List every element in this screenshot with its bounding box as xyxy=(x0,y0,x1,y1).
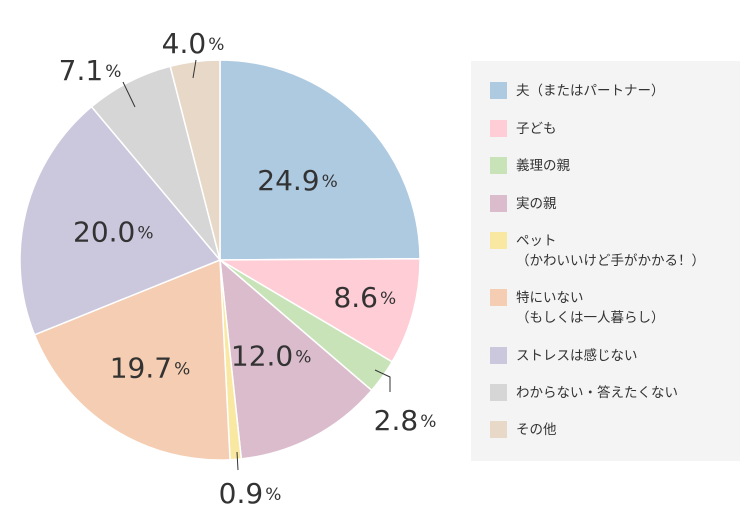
slice-value-label: 12.0% xyxy=(231,339,312,372)
legend-label: その他 xyxy=(516,422,557,438)
legend-item: 義理の親 xyxy=(471,156,570,176)
legend-swatch xyxy=(490,120,507,137)
legend-swatch xyxy=(490,232,507,249)
pie-slice xyxy=(219,258,373,460)
slice-value-label: 0.9% xyxy=(219,477,282,510)
legend-swatch xyxy=(490,347,507,364)
legend-label: わからない・答えたくない xyxy=(516,385,678,401)
legend-label: 子ども xyxy=(516,121,557,137)
legend-swatch xyxy=(490,384,507,401)
legend: 夫（またはパートナー） 子ども義理の親実の親ペット （かわいいけど手がかかる！） 特… xyxy=(471,61,740,461)
legend-label: ストレスは感じない xyxy=(516,348,638,364)
leader-line xyxy=(374,369,391,392)
legend-item: 子ども xyxy=(471,119,557,139)
slice-value-label: 20.0% xyxy=(73,215,154,248)
legend-label: 夫（またはパートナー） xyxy=(516,83,665,99)
legend-swatch xyxy=(490,195,507,212)
legend-swatch xyxy=(490,82,507,99)
legend-swatch xyxy=(490,157,507,174)
legend-label: 特にいない （もしくは一人暮らし） xyxy=(516,290,665,326)
pie-slice xyxy=(217,257,421,363)
legend-swatch xyxy=(490,289,507,306)
pie-slice xyxy=(33,258,231,461)
legend-item: 実の親 xyxy=(471,194,557,214)
slice-value-label: 24.9% xyxy=(257,164,338,197)
legend-swatch xyxy=(490,421,507,438)
legend-label: 義理の親 xyxy=(516,158,570,174)
pie-slice xyxy=(219,59,421,261)
slice-value-label: 19.7% xyxy=(110,352,191,385)
slice-value-label: 7.1% xyxy=(59,54,122,87)
legend-item: ストレスは感じない xyxy=(471,346,638,366)
legend-item: その他 xyxy=(471,420,557,440)
slice-value-label: 2.8% xyxy=(374,404,437,437)
legend-item: 特にいない （もしくは一人暮らし） xyxy=(471,288,665,328)
leader-line xyxy=(236,451,239,471)
slice-value-label: 4.0% xyxy=(162,27,225,60)
legend-item: 夫（またはパートナー） xyxy=(471,81,665,101)
pie-chart: 24.9 % 8.6 % 2.8 % 12.0 % 0.9 % 19.7 % 20.0 % 7.1 % 4.0% xyxy=(19,27,437,510)
legend-label: 実の親 xyxy=(516,196,557,212)
slice-value-label: 8.6% xyxy=(333,281,396,314)
legend-item: ペット （かわいいけど手がかかる！） xyxy=(471,231,705,271)
leader-line xyxy=(122,81,136,108)
pie-slice xyxy=(19,105,222,336)
legend-item: わからない・答えたくない xyxy=(471,383,678,403)
leader-line xyxy=(192,59,197,79)
legend-label: ペット （かわいいけど手がかかる！） xyxy=(516,233,705,269)
pie-slice xyxy=(169,59,221,261)
